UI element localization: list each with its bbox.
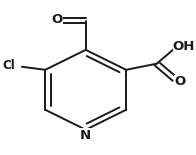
Text: O: O xyxy=(51,13,63,26)
Text: OH: OH xyxy=(172,40,195,53)
Text: N: N xyxy=(80,129,91,142)
Text: O: O xyxy=(174,75,186,88)
Text: Cl: Cl xyxy=(2,60,15,73)
